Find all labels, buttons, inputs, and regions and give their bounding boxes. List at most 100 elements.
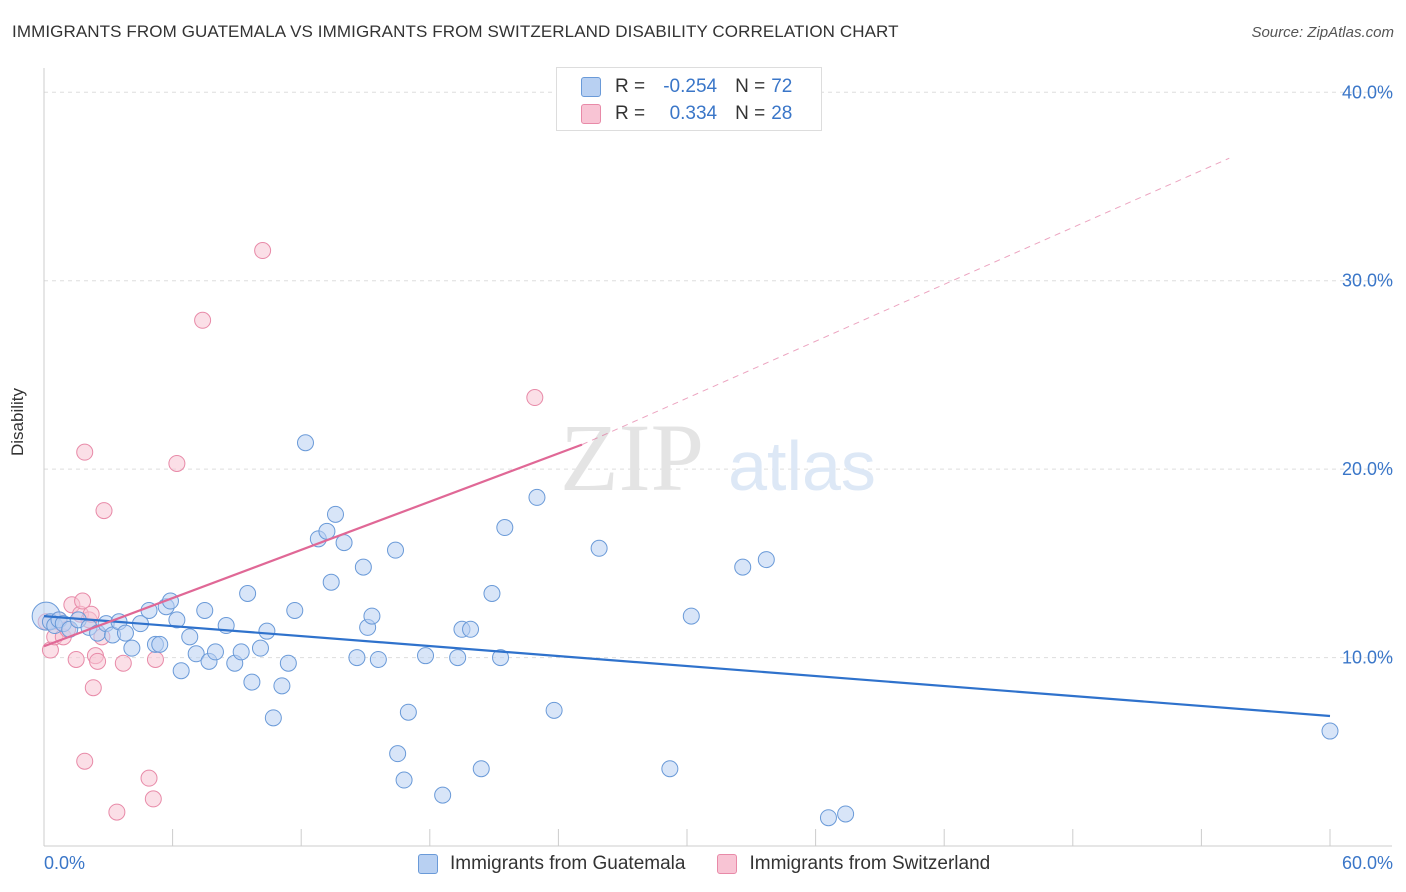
switzerland-point bbox=[67, 650, 85, 668]
grid-lines bbox=[44, 91, 1392, 659]
guatemala-point bbox=[496, 519, 514, 537]
guatemala-point bbox=[363, 607, 381, 625]
switzerland-point bbox=[108, 803, 126, 821]
trend-lines bbox=[43, 157, 1331, 718]
source-label: Source: ZipAtlas.com bbox=[1251, 24, 1394, 41]
legend-r-label: R = bbox=[615, 103, 646, 124]
guatemala-point bbox=[296, 434, 314, 452]
guatemala-point bbox=[239, 584, 257, 602]
y-tick-label: 30.0% bbox=[1342, 271, 1393, 291]
watermark-zip: ZIP bbox=[560, 404, 704, 511]
switzerland-point bbox=[140, 769, 158, 787]
y-tick-label: 10.0% bbox=[1342, 648, 1393, 668]
guatemala-point bbox=[258, 622, 276, 640]
switzerland-point bbox=[89, 652, 107, 670]
guatemala-point bbox=[354, 558, 372, 576]
guatemala-point bbox=[168, 611, 186, 629]
guatemala-point bbox=[348, 649, 366, 667]
guatemala-point bbox=[1321, 722, 1339, 740]
switzerland-point bbox=[526, 389, 544, 407]
guatemala-point bbox=[326, 505, 344, 523]
guatemala-point bbox=[318, 522, 336, 540]
guatemala-point bbox=[387, 541, 405, 559]
legend-n-label: N = bbox=[735, 76, 766, 97]
chart-title: IMMIGRANTS FROM GUATEMALA VS IMMIGRANTS … bbox=[12, 22, 899, 41]
switzerland-point bbox=[74, 592, 92, 610]
guatemala-point bbox=[232, 643, 250, 661]
legend-n-value: 28 bbox=[771, 103, 793, 124]
guatemala-point bbox=[545, 701, 563, 719]
guatemala-point bbox=[264, 709, 282, 727]
guatemala-point bbox=[243, 673, 261, 691]
switzerland-point bbox=[168, 454, 186, 472]
legend-item-switzerland: Immigrants from Switzerland bbox=[717, 853, 990, 875]
x-tick-label: 60.0% bbox=[1342, 853, 1393, 873]
switzerland-point bbox=[254, 242, 272, 260]
switzerland-point bbox=[146, 650, 164, 668]
guatemala-point bbox=[590, 539, 608, 557]
guatemala-point bbox=[483, 584, 501, 602]
switzerland-trend-extension bbox=[581, 157, 1230, 446]
guatemala-point bbox=[472, 760, 490, 778]
guatemala-point bbox=[395, 771, 413, 789]
guatemala-point bbox=[434, 786, 452, 804]
guatemala-point bbox=[279, 654, 297, 672]
guatemala-point bbox=[837, 805, 855, 823]
guatemala-point bbox=[206, 643, 224, 661]
guatemala-point bbox=[528, 488, 546, 506]
legend-n-label: N = bbox=[735, 103, 766, 124]
legend-r-value: 0.334 bbox=[669, 103, 718, 124]
x-tick-label: 0.0% bbox=[44, 853, 85, 873]
guatemala-point bbox=[462, 620, 480, 638]
guatemala-point bbox=[116, 624, 134, 642]
switzerland-point bbox=[114, 654, 132, 672]
guatemala-point bbox=[196, 601, 214, 619]
legend-row-switzerland: R = 0.334 N = 28 bbox=[581, 102, 792, 126]
guatemala-point bbox=[286, 601, 304, 619]
guatemala-point bbox=[251, 639, 269, 657]
switzerland-point bbox=[194, 311, 212, 329]
guatemala-point bbox=[449, 649, 467, 667]
switzerland-point bbox=[95, 502, 113, 520]
guatemala-point bbox=[757, 551, 775, 569]
legend-r-value: -0.254 bbox=[663, 76, 718, 97]
guatemala-swatch-icon bbox=[581, 77, 601, 97]
switzerland-points bbox=[37, 242, 544, 821]
guatemala-point bbox=[273, 677, 291, 695]
guatemala-point bbox=[682, 607, 700, 625]
legend-item-guatemala: Immigrants from Guatemala bbox=[418, 853, 685, 875]
guatemala-point bbox=[661, 760, 679, 778]
y-tick-label: 40.0% bbox=[1342, 82, 1393, 102]
series-legend: Immigrants from Guatemala Immigrants fro… bbox=[418, 853, 1022, 875]
legend-r-label: R = bbox=[615, 76, 646, 97]
guatemala-point bbox=[492, 649, 510, 667]
guatemala-trend-line bbox=[43, 615, 1331, 718]
guatemala-point bbox=[389, 745, 407, 763]
legend-row-guatemala: R = -0.254 N = 72 bbox=[581, 75, 792, 99]
switzerland-point bbox=[76, 443, 94, 461]
guatemala-point bbox=[399, 703, 417, 721]
guatemala-point bbox=[123, 639, 141, 657]
guatemala-point bbox=[322, 573, 340, 591]
guatemala-point bbox=[151, 635, 169, 653]
guatemala-point bbox=[819, 809, 837, 827]
watermark-atlas: atlas bbox=[728, 427, 876, 505]
y-tick-label: 20.0% bbox=[1342, 459, 1393, 479]
legend-n-value: 72 bbox=[771, 76, 793, 97]
watermark: ZIP atlas bbox=[560, 404, 876, 511]
switzerland-point bbox=[144, 790, 162, 808]
axes bbox=[43, 68, 1392, 847]
guatemala-point bbox=[417, 647, 435, 665]
switzerland-swatch-icon bbox=[581, 104, 601, 124]
guatemala-point bbox=[187, 645, 205, 663]
switzerland-legend-icon bbox=[717, 854, 738, 874]
guatemala-legend-icon bbox=[418, 854, 438, 874]
switzerland-point bbox=[84, 679, 102, 697]
guatemala-point bbox=[181, 628, 199, 646]
legend: R = -0.254 N = 72 R = 0.334 N = 28 bbox=[556, 67, 822, 131]
guatemala-point bbox=[734, 558, 752, 576]
tick-labels: 10.0% 20.0% 30.0% 40.0% 0.0% 60.0% bbox=[44, 82, 1393, 873]
guatemala-point bbox=[369, 650, 387, 668]
guatemala-point bbox=[172, 662, 190, 680]
